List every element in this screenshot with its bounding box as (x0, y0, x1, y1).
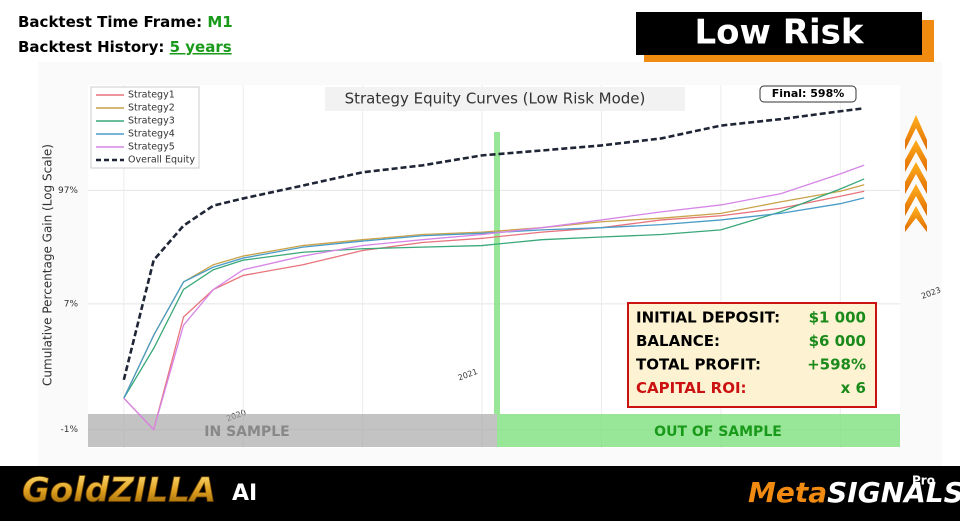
partner-suffix: Pro (912, 474, 935, 488)
legend: Strategy1 Strategy2 Strategy3 Strategy4 Stra… (90, 86, 200, 169)
y-tick-label: 7% (64, 299, 79, 309)
y-axis-label: Cumulative Percentage Gain (Log Scale) (41, 144, 55, 386)
brand-suffix: AI (232, 481, 257, 506)
annotation-box (759, 85, 857, 103)
legend-label: Strategy3 (128, 116, 175, 127)
timeframe: Backtest Time Frame: M1 (18, 13, 233, 31)
region-label: OUT OF SAMPLE (654, 424, 782, 440)
legend-label: Strategy5 (128, 142, 175, 153)
lines (122, 106, 865, 431)
annotation: Final: 598% (772, 87, 845, 100)
stat-label: BALANCE: (636, 332, 720, 350)
legend-label: Overall Equity (128, 155, 195, 166)
split-line (494, 132, 500, 414)
stat-value: $1 000 (809, 309, 866, 327)
out-sample-band (497, 414, 900, 447)
stat-label: CAPITAL ROI: (636, 379, 747, 397)
title-box (325, 87, 685, 111)
partner: MetaSIGNALS (748, 476, 960, 509)
in-sample-band (88, 414, 497, 447)
y-tick-label: -1% (60, 425, 78, 435)
series-line (123, 178, 865, 399)
badge (636, 12, 922, 55)
chart-title: Strategy Equity Curves (Low Risk Mode) (345, 90, 646, 108)
footer (0, 466, 960, 521)
arrows (905, 115, 927, 232)
y-tick-label: 97% (58, 186, 78, 196)
history: Backtest History: 5 years (18, 38, 232, 56)
stat-value: x 6 (841, 379, 866, 397)
stats-box (627, 302, 877, 408)
stats: INITIAL DEPOSIT: $1 000 BALANCE: $6 000 TOTA… (636, 309, 866, 398)
stat-label: TOTAL PROFIT: (636, 356, 761, 374)
series-line (123, 164, 865, 431)
stat-label: INITIAL DEPOSIT: (636, 309, 780, 327)
stat-value: +598% (807, 356, 866, 374)
series-line (123, 190, 865, 431)
badge-text: Low Risk (695, 13, 865, 53)
series-line (122, 106, 865, 381)
legend-label: Strategy2 (128, 103, 175, 114)
legend-box (90, 86, 200, 169)
stat-value: $6 000 (809, 332, 866, 350)
legend-label: Strategy4 (128, 129, 175, 140)
brand: GoldZILLA (22, 471, 216, 511)
region-label: IN SAMPLE (204, 424, 289, 440)
series-line (123, 197, 865, 399)
legend-label: Strategy1 (128, 90, 175, 101)
series-line (123, 184, 865, 399)
